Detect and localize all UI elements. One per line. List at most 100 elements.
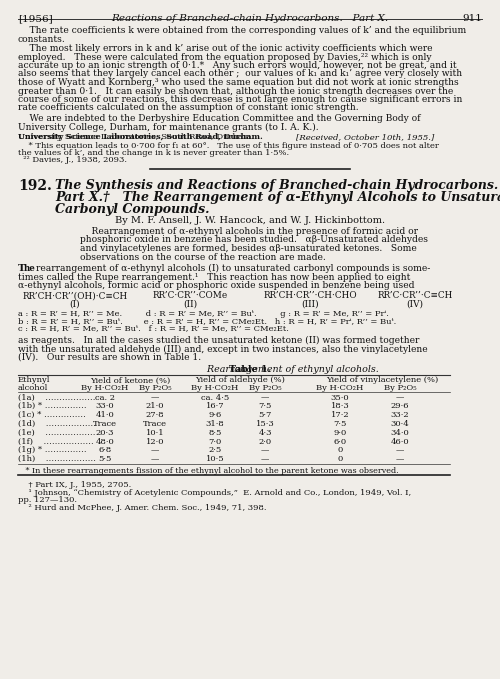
Text: 33·2: 33·2 bbox=[390, 411, 409, 419]
Text: —: — bbox=[261, 394, 269, 401]
Text: Trace: Trace bbox=[93, 420, 117, 428]
Text: a : R = R’ = H, R’’ = Me.         d : R = R’ = Me, R’’ = Buᵗ.         g : R = R’: a : R = R’ = H, R’’ = Me. d : R = R’ = M… bbox=[18, 310, 389, 318]
Text: By P₂O₅: By P₂O₅ bbox=[138, 384, 172, 392]
Text: 16·7: 16·7 bbox=[206, 402, 225, 410]
Text: Rearrangement of ethynyl alcohols.: Rearrangement of ethynyl alcohols. bbox=[198, 365, 378, 373]
Text: 192.: 192. bbox=[18, 179, 52, 193]
Text: alcohol: alcohol bbox=[18, 384, 48, 392]
Text: ca. 2: ca. 2 bbox=[95, 394, 115, 401]
Text: Yield of vinylacetylene (%): Yield of vinylacetylene (%) bbox=[326, 376, 438, 384]
Text: 8·5: 8·5 bbox=[208, 428, 222, 437]
Text: —: — bbox=[151, 455, 159, 463]
Text: T: T bbox=[18, 264, 26, 273]
Text: 0: 0 bbox=[338, 446, 342, 454]
Text: 7·0: 7·0 bbox=[208, 437, 222, 445]
Text: (I): (I) bbox=[70, 300, 80, 309]
Text: By P₂O₅: By P₂O₅ bbox=[248, 384, 282, 392]
Text: —: — bbox=[151, 446, 159, 454]
Text: The most likely errors in k and k’ arise out of the ionic activity coefficients : The most likely errors in k and k’ arise… bbox=[18, 44, 432, 53]
Text: (1e)    ………………: (1e) ……………… bbox=[18, 428, 96, 437]
Text: Rearrangement of α-ethynyl alcohols in the presence of formic acid or: Rearrangement of α-ethynyl alcohols in t… bbox=[80, 227, 418, 236]
Text: —: — bbox=[396, 446, 404, 454]
Text: (1g) * ……………: (1g) * …………… bbox=[18, 446, 86, 454]
Text: constants.: constants. bbox=[18, 35, 66, 43]
Text: 31·8: 31·8 bbox=[206, 420, 225, 428]
Text: The rate coefficients k were obtained from the corresponding values of k’ and th: The rate coefficients k were obtained fr… bbox=[18, 26, 466, 35]
Text: Carbonyl Compounds.: Carbonyl Compounds. bbox=[55, 203, 210, 216]
Text: 41·0: 41·0 bbox=[96, 411, 114, 419]
Text: c : R = H, R’ = Me, R’’ = Buᵗ.   f : R = H, R’ = Me, R’’ = CMe₂Et.: c : R = H, R’ = Me, R’’ = Buᵗ. f : R = H… bbox=[18, 325, 289, 333]
Text: (1b) * ……………: (1b) * …………… bbox=[18, 402, 86, 410]
Text: ²² Davies, J., 1938, 2093.: ²² Davies, J., 1938, 2093. bbox=[18, 156, 127, 164]
Text: Ethynyl: Ethynyl bbox=[18, 376, 50, 384]
Text: course of some of our reactions, this decrease is not large enough to cause sign: course of some of our reactions, this de… bbox=[18, 95, 462, 104]
Text: By P₂O₅: By P₂O₅ bbox=[384, 384, 416, 392]
Text: (IV): (IV) bbox=[406, 300, 424, 309]
Text: RR’C·CR’’·COMe: RR’C·CR’’·COMe bbox=[152, 291, 228, 301]
Text: University Science Laboratories, South Road, Durham.: University Science Laboratories, South R… bbox=[18, 133, 263, 141]
Text: 35·0: 35·0 bbox=[330, 394, 349, 401]
Text: Part X.†   The Rearrangement of α-Ethynyl Alcohols to Unsaturated: Part X.† The Rearrangement of α-Ethynyl … bbox=[55, 191, 500, 204]
Text: those of Wyatt and Kornberg,³ who used the same equation but did not work at ion: those of Wyatt and Kornberg,³ who used t… bbox=[18, 78, 459, 87]
Text: accurate up to an ionic strength of 0·1.*   Any such errors would, however, not : accurate up to an ionic strength of 0·1.… bbox=[18, 61, 456, 70]
Text: the values of k’, and the change in k is never greater than 1·5%.: the values of k’, and the change in k is… bbox=[18, 149, 289, 157]
Text: 12·0: 12·0 bbox=[146, 437, 164, 445]
Text: We are indebted to the Derbyshire Education Committee and the Governing Body of: We are indebted to the Derbyshire Educat… bbox=[18, 114, 420, 123]
Text: 34·0: 34·0 bbox=[390, 428, 409, 437]
Text: Reactions of Branched-chain Hydrocarbons.   Part X.: Reactions of Branched-chain Hydrocarbons… bbox=[112, 14, 388, 23]
Text: —: — bbox=[261, 455, 269, 463]
Text: 46·0: 46·0 bbox=[390, 437, 409, 445]
Text: employed.   These were calculated from the equation proposed by Davies,²² which : employed. These were calculated from the… bbox=[18, 52, 432, 62]
Text: 4·3: 4·3 bbox=[258, 428, 272, 437]
Text: b : R = R’ = H, R’’ = Buᵗ.        e : R = R’ = H, R’’ = CMe₂Et.   h : R = H, R’ : b : R = R’ = H, R’’ = Buᵗ. e : R = R’ = … bbox=[18, 317, 396, 325]
Text: Yield of ketone (%): Yield of ketone (%) bbox=[90, 376, 170, 384]
Text: and vinylacetylenes are formed, besides αβ-unsaturated ketones.   Some: and vinylacetylenes are formed, besides … bbox=[80, 244, 417, 253]
Text: (IV).   Our results are shown in Table 1.: (IV). Our results are shown in Table 1. bbox=[18, 353, 201, 362]
Text: 9·6: 9·6 bbox=[208, 411, 222, 419]
Text: 48·0: 48·0 bbox=[96, 437, 114, 445]
Text: 2·5: 2·5 bbox=[208, 446, 222, 454]
Text: By H·CO₂H: By H·CO₂H bbox=[192, 384, 238, 392]
Text: ² Hurd and McPhee, J. Amer. Chem. Soc., 1949, 71, 398.: ² Hurd and McPhee, J. Amer. Chem. Soc., … bbox=[18, 504, 266, 512]
Text: 33·0: 33·0 bbox=[96, 402, 114, 410]
Text: he: he bbox=[24, 264, 36, 273]
Text: (III): (III) bbox=[301, 300, 319, 309]
Text: 17·2: 17·2 bbox=[330, 411, 349, 419]
Text: also seems that they largely cancel each other ;  our values of k₁ and k₁’ agree: also seems that they largely cancel each… bbox=[18, 69, 462, 79]
Text: The Synthesis and Reactions of Branched-chain Hydrocarbons.: The Synthesis and Reactions of Branched-… bbox=[55, 179, 498, 192]
Text: 21·0: 21·0 bbox=[146, 402, 164, 410]
Text: 911: 911 bbox=[462, 14, 482, 23]
Text: (1d)    ………………: (1d) ……………… bbox=[18, 420, 96, 428]
Text: times called the Rupe rearrangement.¹   This reaction has now been applied to ei: times called the Rupe rearrangement.¹ Th… bbox=[18, 272, 410, 282]
Text: Table 1.: Table 1. bbox=[229, 365, 271, 373]
Text: 7·5: 7·5 bbox=[258, 402, 272, 410]
Text: pp. 127—130.: pp. 127—130. bbox=[18, 496, 77, 504]
Text: 20·3: 20·3 bbox=[96, 428, 114, 437]
Text: RR’CH·CR’’·CH·CHO: RR’CH·CR’’·CH·CHO bbox=[263, 291, 357, 301]
Text: 10·1: 10·1 bbox=[146, 428, 165, 437]
Text: rearrangement of α-ethynyl alcohols (I) to unsaturated carbonyl compounds is som: rearrangement of α-ethynyl alcohols (I) … bbox=[36, 264, 430, 273]
Text: 15·3: 15·3 bbox=[256, 420, 274, 428]
Text: 29·6: 29·6 bbox=[391, 402, 409, 410]
Text: 27·8: 27·8 bbox=[146, 411, 165, 419]
Text: 5·7: 5·7 bbox=[258, 411, 272, 419]
Text: 0: 0 bbox=[338, 455, 342, 463]
Text: (1h)    ………………: (1h) ……………… bbox=[18, 455, 96, 463]
Text: [Received, October 10th, 1955.]: [Received, October 10th, 1955.] bbox=[296, 133, 434, 141]
Text: 9·0: 9·0 bbox=[334, 428, 346, 437]
Text: 10·5: 10·5 bbox=[206, 455, 225, 463]
Text: By H·CO₂H: By H·CO₂H bbox=[82, 384, 128, 392]
Text: as reagents.   In all the cases studied the unsaturated ketone (II) was formed t: as reagents. In all the cases studied th… bbox=[18, 336, 419, 345]
Text: observations on the course of the reaction are made.: observations on the course of the reacti… bbox=[80, 253, 326, 261]
Text: Yield of aldehyde (%): Yield of aldehyde (%) bbox=[195, 376, 285, 384]
Text: RR’C·CR’’·C≡CH: RR’C·CR’’·C≡CH bbox=[378, 291, 452, 301]
Text: (1c) * ……………: (1c) * …………… bbox=[18, 411, 86, 419]
Text: with the unsaturated aldehyde (III) and, except in two instances, also the vinyl: with the unsaturated aldehyde (III) and,… bbox=[18, 344, 428, 354]
Text: —: — bbox=[261, 446, 269, 454]
Text: —: — bbox=[396, 455, 404, 463]
Text: greater than 0·1.   It can easily be shown that, although the ionic strength dec: greater than 0·1. It can easily be shown… bbox=[18, 86, 453, 96]
Text: —: — bbox=[151, 394, 159, 401]
Text: University College, Durham, for maintenance grants (to I. A. K.).: University College, Durham, for maintena… bbox=[18, 122, 318, 132]
Text: 18·3: 18·3 bbox=[330, 402, 349, 410]
Text: By M. F. Ansell, J. W. Hancock, and W. J. Hickinbottom.: By M. F. Ansell, J. W. Hancock, and W. J… bbox=[115, 216, 385, 225]
